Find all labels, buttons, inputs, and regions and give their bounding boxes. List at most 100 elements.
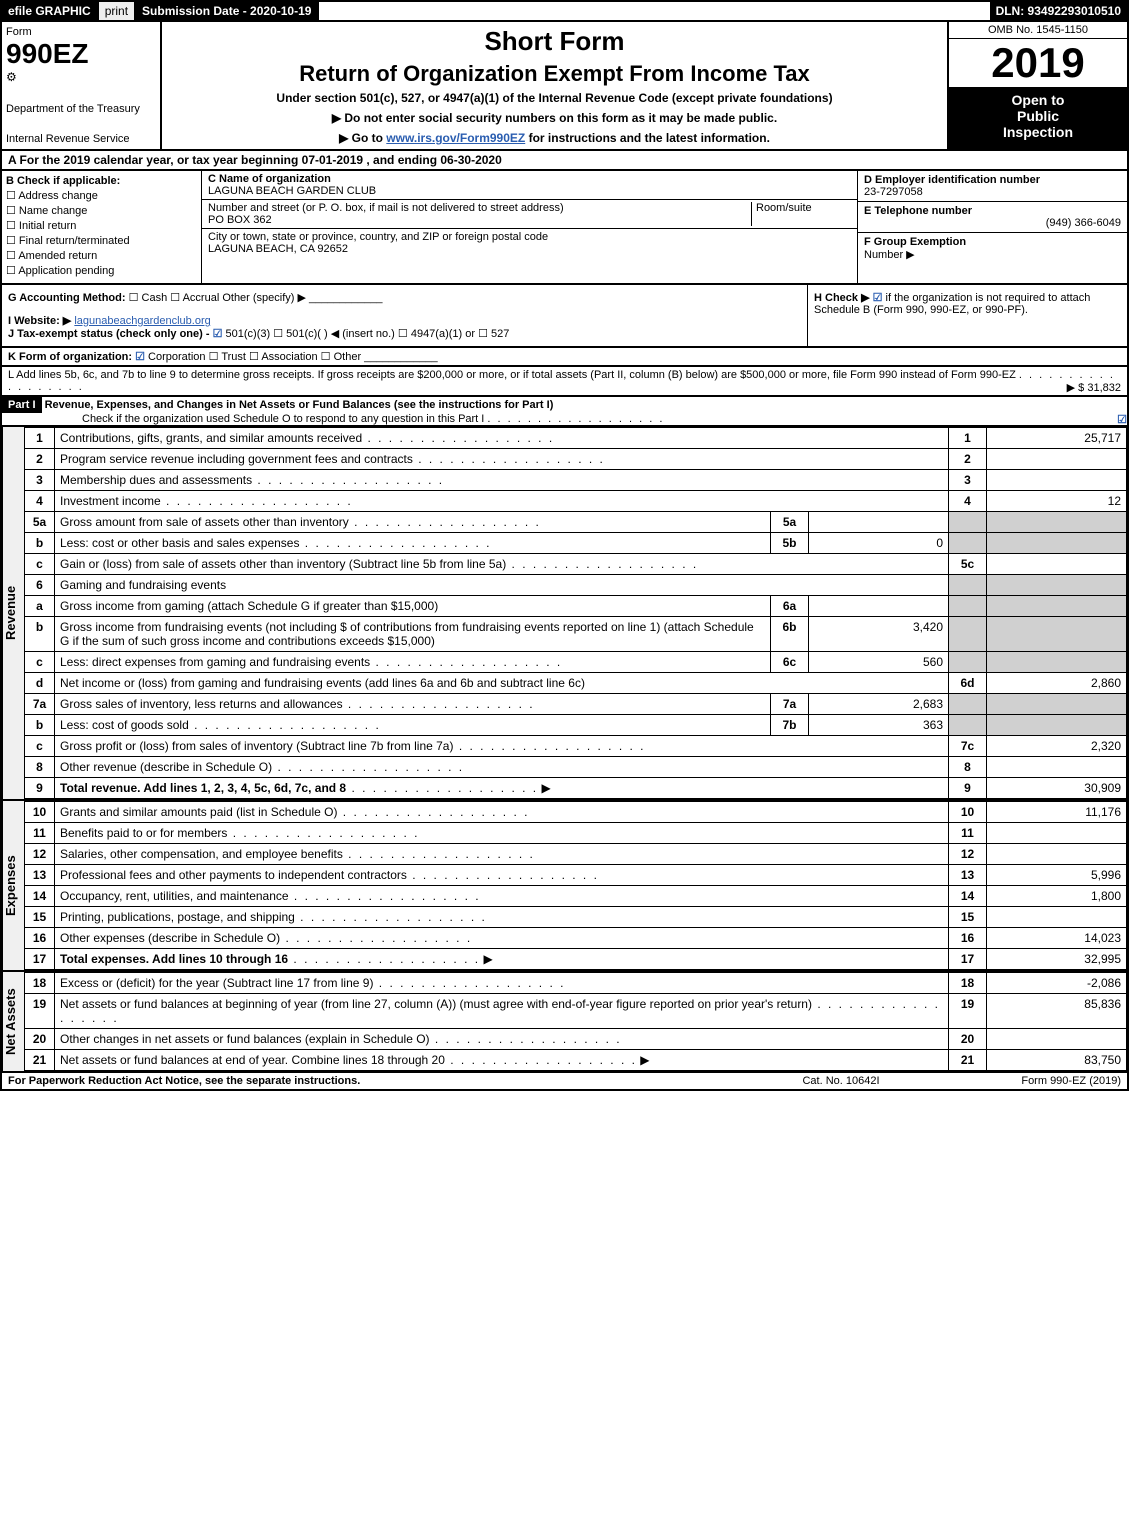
j-label: J Tax-exempt status (check only one) - — [8, 328, 213, 340]
line-20: 20Other changes in net assets or fund ba… — [25, 1029, 1127, 1050]
line-5c: cGain or (loss) from sale of assets othe… — [25, 554, 1127, 575]
website-link[interactable]: lagunabeachgardenclub.org — [74, 315, 210, 327]
g-accrual[interactable]: Accrual — [183, 292, 220, 304]
line-7c: cGross profit or (loss) from sales of in… — [25, 736, 1127, 757]
line-15: 15Printing, publications, postage, and s… — [25, 907, 1127, 928]
chk-amended-return[interactable]: ☐ Amended return — [6, 249, 197, 262]
line-7a: 7aGross sales of inventory, less returns… — [25, 694, 1127, 715]
under-section: Under section 501(c), 527, or 4947(a)(1)… — [172, 91, 937, 105]
line-4: 4Investment income412 — [25, 491, 1127, 512]
col-gij: G Accounting Method: ☐ Cash ☐ Accrual Ot… — [2, 285, 807, 346]
box-d-e-f: D Employer identification number 23-7297… — [857, 171, 1127, 283]
box-e: E Telephone number (949) 366-6049 — [858, 202, 1127, 233]
print-button[interactable]: print — [99, 2, 136, 20]
k-corp[interactable]: Corporation — [148, 351, 205, 363]
chk-application-pending[interactable]: ☐ Application pending — [6, 264, 197, 277]
line-21: 21Net assets or fund balances at end of … — [25, 1050, 1127, 1071]
k-trust[interactable]: Trust — [221, 351, 246, 363]
row-k: K Form of organization: ☑ Corporation ☐ … — [0, 348, 1129, 367]
part1-title: Revenue, Expenses, and Changes in Net As… — [45, 399, 554, 411]
section-bcd: B Check if applicable: ☐ Address change … — [0, 171, 1129, 285]
k-other[interactable]: Other — [334, 351, 362, 363]
open-line3: Inspection — [953, 124, 1123, 140]
dept-label: Department of the Treasury — [6, 103, 156, 115]
netassets-section: Net Assets 18Excess or (deficit) for the… — [0, 972, 1129, 1073]
line-17: 17Total expenses. Add lines 10 through 1… — [25, 949, 1127, 970]
treasury-icon: ⚙ — [6, 70, 156, 84]
j-527[interactable]: 527 — [491, 328, 509, 340]
f-label: F Group Exemption — [864, 236, 966, 248]
omb-number: OMB No. 1545-1150 — [949, 22, 1127, 39]
k-check-icon: ☑ — [135, 351, 145, 363]
box-b-title: B Check if applicable: — [6, 175, 120, 187]
g-label: G Accounting Method: — [8, 292, 126, 304]
form-number: 990EZ — [6, 38, 156, 70]
addr-label: Number and street (or P. O. box, if mail… — [208, 202, 564, 214]
line-11: 11Benefits paid to or for members11 — [25, 823, 1127, 844]
h-check-icon[interactable]: ☑ — [873, 292, 883, 304]
box-c: C Name of organization LAGUNA BEACH GARD… — [202, 171, 857, 283]
org-name-block: C Name of organization LAGUNA BEACH GARD… — [202, 171, 857, 200]
open-to-public: Open to Public Inspection — [949, 88, 1127, 149]
header-right: OMB No. 1545-1150 2019 Open to Public In… — [947, 22, 1127, 149]
dots-icon — [487, 413, 664, 425]
part1-checkbox[interactable]: ☑ — [1117, 413, 1127, 426]
box-f: F Group Exemption Number ▶ — [858, 233, 1127, 264]
row-i: I Website: ▶ lagunabeachgardenclub.org — [8, 314, 801, 327]
irs-label: Internal Revenue Service — [6, 133, 156, 145]
goto-suffix: for instructions and the latest informat… — [529, 131, 770, 145]
header-left: Form 990EZ ⚙ Department of the Treasury … — [2, 22, 162, 149]
row-l: L Add lines 5b, 6c, and 7b to line 9 to … — [0, 367, 1129, 397]
box-c-label: C Name of organization — [208, 173, 331, 185]
line-5a: 5aGross amount from sale of assets other… — [25, 512, 1127, 533]
f-label2: Number ▶ — [864, 249, 915, 261]
line-6a: aGross income from gaming (attach Schedu… — [25, 596, 1127, 617]
ssn-notice: ▶ Do not enter social security numbers o… — [172, 111, 937, 125]
goto-line: ▶ Go to www.irs.gov/Form990EZ for instru… — [172, 131, 937, 145]
box-b: B Check if applicable: ☐ Address change … — [2, 171, 202, 283]
expenses-side-label: Expenses — [2, 801, 24, 970]
return-title: Return of Organization Exempt From Incom… — [172, 61, 937, 87]
line-5b: bLess: cost or other basis and sales exp… — [25, 533, 1127, 554]
j-501c3[interactable]: 501(c)(3) — [226, 328, 271, 340]
revenue-table: 1Contributions, gifts, grants, and simil… — [24, 427, 1127, 799]
k-label: K Form of organization: — [8, 351, 132, 363]
open-line2: Public — [953, 108, 1123, 124]
header-center: Short Form Return of Organization Exempt… — [162, 22, 947, 149]
line-6d: dNet income or (loss) from gaming and fu… — [25, 673, 1127, 694]
dln-label: DLN: 93492293010510 — [990, 2, 1127, 20]
footer-formref: Form 990-EZ (2019) — [941, 1075, 1121, 1087]
line-16: 16Other expenses (describe in Schedule O… — [25, 928, 1127, 949]
h-label: H Check ▶ — [814, 292, 873, 304]
chk-final-return[interactable]: ☐ Final return/terminated — [6, 234, 197, 247]
form-word: Form — [6, 26, 156, 38]
j-4947[interactable]: 4947(a)(1) or — [411, 328, 475, 340]
ein-value: 23-7297058 — [864, 186, 923, 198]
line-8: 8Other revenue (describe in Schedule O)8 — [25, 757, 1127, 778]
expenses-table: 10Grants and similar amounts paid (list … — [24, 801, 1127, 970]
g-other: Other (specify) ▶ — [222, 292, 306, 304]
line-3: 3Membership dues and assessments3 — [25, 470, 1127, 491]
room-suite-label: Room/suite — [751, 202, 851, 226]
phone-value: (949) 366-6049 — [1046, 217, 1121, 229]
k-assoc[interactable]: Association — [261, 351, 317, 363]
efile-label: efile GRAPHIC — [2, 2, 99, 20]
g-cash[interactable]: Cash — [142, 292, 168, 304]
line-6c: cLess: direct expenses from gaming and f… — [25, 652, 1127, 673]
line-10: 10Grants and similar amounts paid (list … — [25, 802, 1127, 823]
j-501c[interactable]: 501(c)( ) ◀ (insert no.) — [286, 328, 395, 340]
line-7b: bLess: cost of goods sold7b363 — [25, 715, 1127, 736]
chk-initial-return[interactable]: ☐ Initial return — [6, 219, 197, 232]
row-ghij: G Accounting Method: ☐ Cash ☐ Accrual Ot… — [0, 285, 1129, 348]
addr-value: PO BOX 362 — [208, 214, 272, 226]
goto-link[interactable]: www.irs.gov/Form990EZ — [386, 131, 525, 145]
city-block: City or town, state or province, country… — [202, 229, 857, 257]
chk-address-change[interactable]: ☐ Address change — [6, 189, 197, 202]
top-bar: efile GRAPHIC print Submission Date - 20… — [0, 0, 1129, 22]
line-13: 13Professional fees and other payments t… — [25, 865, 1127, 886]
part1-header: Part I Revenue, Expenses, and Changes in… — [0, 397, 1129, 427]
chk-name-change[interactable]: ☐ Name change — [6, 204, 197, 217]
addr-block: Number and street (or P. O. box, if mail… — [202, 200, 857, 229]
box-d: D Employer identification number 23-7297… — [858, 171, 1127, 202]
line-6b: bGross income from fundraising events (n… — [25, 617, 1127, 652]
